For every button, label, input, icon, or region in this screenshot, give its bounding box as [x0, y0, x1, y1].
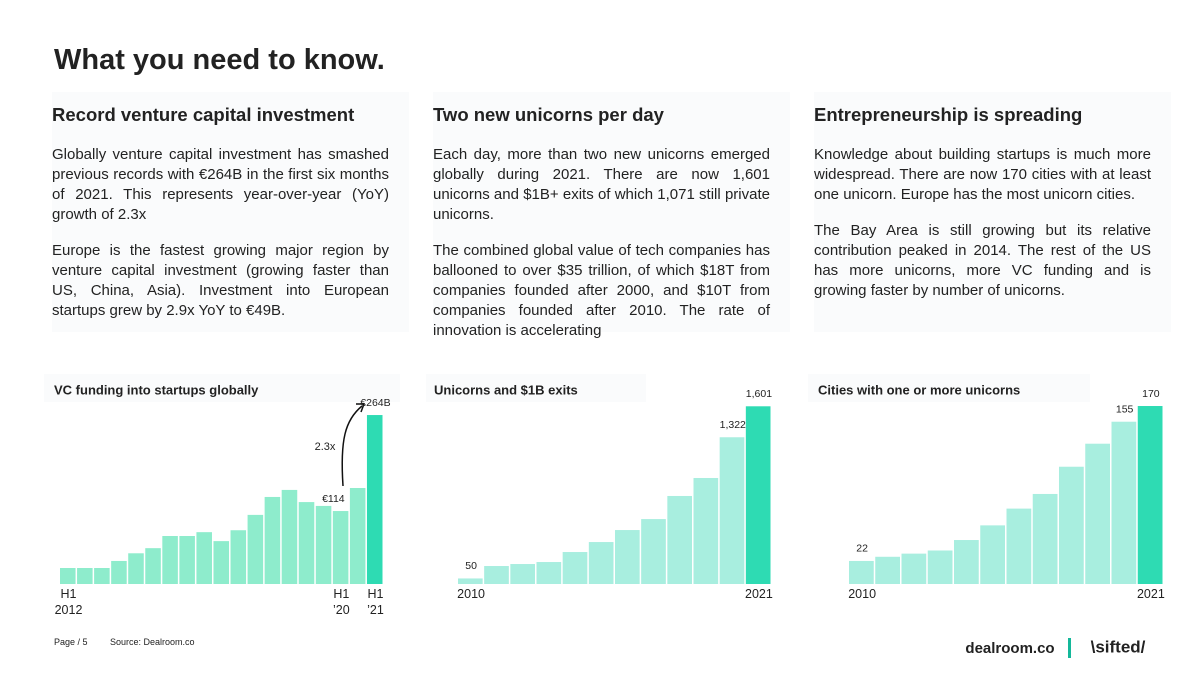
- bar: [111, 560, 127, 584]
- bar: [179, 536, 195, 584]
- x-tick-label: 2010: [848, 587, 876, 601]
- x-tick-label: 2010: [457, 587, 485, 601]
- paragraph: The combined global value of tech compan…: [433, 242, 770, 339]
- column: Two new unicorns per day Each day, more t…: [433, 92, 790, 339]
- bar: [875, 556, 900, 584]
- bar: [1006, 508, 1032, 584]
- arrow-head: [356, 403, 366, 413]
- column: Record venture capital investment Globall…: [52, 92, 409, 332]
- bar: [1059, 466, 1084, 584]
- bar: [77, 568, 93, 584]
- paragraph: Europe is the fastest growing major regi…: [52, 242, 389, 319]
- page-number: Page / 5: [54, 637, 88, 647]
- bar: [128, 553, 144, 584]
- x-tick-label: H1’20: [333, 587, 350, 617]
- bar: [536, 562, 562, 584]
- bar: [298, 502, 315, 584]
- paragraph: Knowledge about building startups is muc…: [814, 146, 1151, 203]
- bar: [230, 530, 247, 584]
- bar: [745, 406, 771, 584]
- column-heading: Record venture capital investment: [52, 104, 355, 125]
- bar: [667, 495, 692, 584]
- chart-title-bg: [808, 374, 1090, 402]
- bar: [719, 437, 745, 584]
- bar: [94, 568, 110, 584]
- bar: [1085, 443, 1110, 584]
- bar: [954, 540, 979, 584]
- bar: [588, 542, 614, 584]
- bar: [1111, 421, 1137, 584]
- logo: \sifted/: [1091, 637, 1146, 656]
- bar: [60, 568, 76, 584]
- bar: [247, 514, 264, 584]
- source: Source: Dealroom.co: [110, 637, 195, 647]
- chart-title: Cities with one or more unicorns: [818, 382, 1020, 397]
- bar: [849, 560, 874, 584]
- chart-title: VC funding into startups globally: [54, 382, 259, 397]
- bar: [366, 415, 383, 584]
- chart-title-bg: [426, 374, 646, 402]
- bar: [901, 553, 927, 584]
- value-label: 170: [1142, 388, 1160, 400]
- column-heading: Two new unicorns per day: [433, 104, 664, 125]
- page-title: What you need to know.: [54, 44, 385, 76]
- bar: [213, 541, 230, 584]
- paragraphs: Knowledge about building startups is muc…: [814, 145, 1151, 317]
- paragraphs: Globally venture capital investment has …: [52, 145, 389, 337]
- annotation: 2.3x: [315, 441, 336, 453]
- x-tick-label: 2021: [745, 587, 773, 601]
- value-label: 1,601: [746, 388, 772, 400]
- value-label: 155: [1116, 403, 1134, 415]
- bar: [196, 532, 212, 584]
- bar: [562, 552, 588, 584]
- bar: [927, 550, 953, 584]
- chart-title-bg: [44, 374, 400, 402]
- bar: [458, 578, 483, 584]
- value-label: €114: [322, 493, 345, 505]
- x-tick-label: H1 2012: [55, 587, 83, 617]
- bar: [1032, 493, 1058, 584]
- x-tick-label: 2021: [1137, 587, 1165, 601]
- bar: [484, 566, 509, 584]
- logo-separator: [1068, 638, 1071, 658]
- bar: [693, 477, 719, 584]
- bar: [315, 505, 332, 584]
- bar: [980, 525, 1005, 584]
- column-heading: Entrepreneurship is spreading: [814, 104, 1083, 125]
- paragraphs: Each day, more than two new unicorns eme…: [433, 145, 770, 357]
- bar: [1137, 406, 1163, 584]
- bar: [281, 489, 298, 584]
- bar: [641, 519, 666, 584]
- paragraph: Globally venture capital investment has …: [52, 146, 389, 223]
- value-label: €264B: [360, 397, 390, 409]
- column: Entrepreneurship is spreading Knowledge a…: [814, 92, 1171, 332]
- growth-arrow: [341, 405, 363, 487]
- paragraph: The Bay Area is still growing but its re…: [814, 222, 1151, 299]
- bar: [510, 564, 535, 584]
- chart-title: Unicorns and $1B exits: [434, 382, 578, 397]
- paragraph: Each day, more than two new unicorns eme…: [433, 146, 770, 223]
- bar: [615, 530, 640, 584]
- bar: [332, 511, 349, 584]
- bar: [162, 536, 178, 584]
- bar: [349, 488, 366, 584]
- logo: dealroom.co: [965, 640, 1054, 657]
- value-label: 22: [856, 543, 868, 555]
- value-label: 50: [465, 560, 477, 572]
- value-label: 1,322: [720, 419, 746, 431]
- x-tick-label: H1’21: [367, 587, 384, 617]
- bar: [264, 496, 281, 584]
- bar: [145, 548, 161, 584]
